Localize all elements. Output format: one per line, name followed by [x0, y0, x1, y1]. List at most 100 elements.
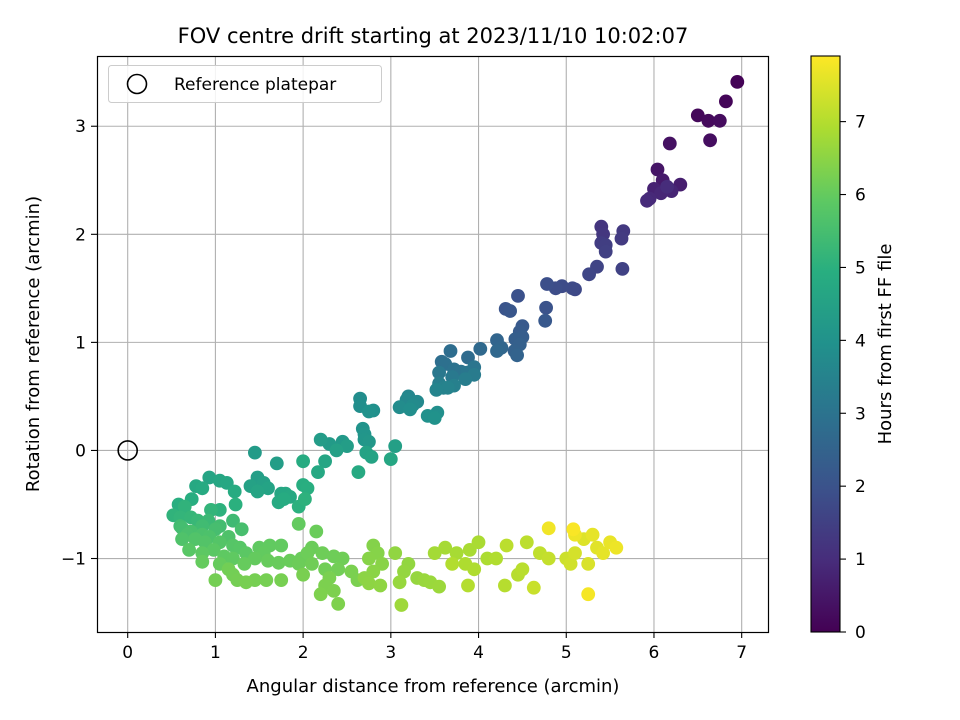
colorbar-ticks: 0 1 2 3 4 5 6 7: [840, 113, 866, 643]
data-point: [383, 452, 398, 466]
x-tick-label: 5: [561, 643, 572, 663]
data-point: [259, 573, 274, 587]
data-point: [331, 562, 346, 577]
x-tick-label: 4: [473, 643, 484, 663]
data-point: [690, 108, 705, 123]
data-point: [429, 383, 444, 397]
data-point: [539, 300, 553, 315]
x-tick-label: 7: [736, 643, 747, 663]
legend-box: [108, 65, 382, 103]
data-point: [296, 454, 310, 469]
data-point: [427, 411, 442, 425]
data-point: [206, 543, 221, 557]
data-point: [397, 564, 411, 579]
legend: Reference platepar: [108, 65, 382, 103]
data-point: [313, 587, 328, 602]
data-point: [563, 557, 578, 571]
data-point: [703, 133, 717, 148]
y-tick-label: 0: [75, 441, 86, 461]
data-point: [392, 575, 407, 590]
data-point: [351, 465, 366, 479]
colorbar-tick-label: 3: [855, 404, 866, 424]
legend-entry-reference-platepar: Reference platepar: [174, 75, 336, 95]
data-point: [498, 578, 512, 593]
data-point: [499, 538, 514, 553]
data-point: [388, 546, 403, 560]
data-point: [511, 289, 525, 303]
legend-marker: [126, 73, 148, 95]
x-tick-label: 1: [210, 643, 221, 663]
data-point: [291, 557, 306, 571]
data-point: [394, 598, 409, 612]
reference-platepar-marker: [117, 440, 138, 461]
data-points: [166, 75, 745, 612]
data-point: [296, 567, 310, 582]
x-tick-label: 0: [122, 643, 133, 663]
chart-title: FOV centre drift starting at 2023/11/10 …: [178, 24, 689, 48]
data-point: [226, 551, 240, 566]
colorbar-tick-label: 0: [855, 623, 866, 643]
data-point: [565, 281, 580, 296]
data-point: [467, 562, 482, 577]
data-point: [335, 551, 350, 566]
data-point: [329, 443, 344, 458]
data-point: [298, 492, 312, 506]
data-point: [300, 546, 315, 560]
data-point: [519, 535, 534, 550]
data-point: [291, 517, 306, 531]
data-point: [598, 244, 613, 259]
data-point: [340, 439, 354, 453]
data-point: [582, 267, 596, 282]
data-point: [237, 557, 252, 571]
data-point: [227, 484, 242, 499]
data-point: [208, 573, 223, 587]
data-point: [331, 597, 346, 611]
x-axis-label: Angular distance from reference (arcmin): [247, 676, 620, 697]
colorbar-gradient: [810, 55, 841, 633]
data-point: [362, 434, 376, 449]
data-point: [461, 578, 475, 593]
colorbar-tick-label: 6: [855, 186, 866, 206]
colorbar-tick-label: 1: [855, 550, 866, 570]
data-point: [538, 313, 553, 328]
data-point: [660, 179, 674, 194]
data-point: [250, 484, 265, 499]
data-point: [276, 492, 291, 506]
data-point: [540, 277, 554, 291]
data-point: [226, 513, 240, 528]
data-point: [195, 554, 210, 569]
data-point: [730, 75, 745, 89]
data-point: [443, 344, 458, 358]
data-point: [261, 553, 275, 568]
data-point: [204, 503, 218, 517]
data-point: [300, 481, 315, 496]
data-point: [403, 402, 417, 417]
plot-area-frame: [96, 55, 770, 634]
data-point: [432, 365, 446, 380]
data-point: [362, 404, 376, 419]
data-point: [248, 445, 262, 460]
y-axis-ticks: −1 0 1 2 3: [61, 117, 97, 570]
data-point: [234, 522, 249, 537]
data-point: [566, 522, 581, 537]
data-point: [228, 497, 243, 512]
data-point: [515, 562, 530, 577]
colorbar: 0 1 2 3 4 5 6 7 Hours from first FF file: [810, 55, 896, 643]
data-point: [313, 432, 328, 447]
y-axis-label: Rotation from reference (arcmin): [23, 196, 44, 492]
data-point: [392, 400, 407, 415]
data-point: [175, 532, 190, 546]
data-point: [427, 546, 442, 560]
data-point: [432, 579, 446, 594]
colorbar-tick-label: 4: [855, 331, 866, 351]
data-point: [440, 380, 455, 395]
data-point: [271, 555, 286, 570]
data-point: [640, 193, 654, 208]
data-point: [719, 94, 733, 109]
data-point: [248, 551, 262, 566]
data-point: [239, 575, 254, 590]
data-point: [326, 584, 341, 598]
y-tick-label: −1: [61, 550, 86, 570]
data-point: [458, 372, 473, 386]
data-point: [177, 499, 192, 514]
